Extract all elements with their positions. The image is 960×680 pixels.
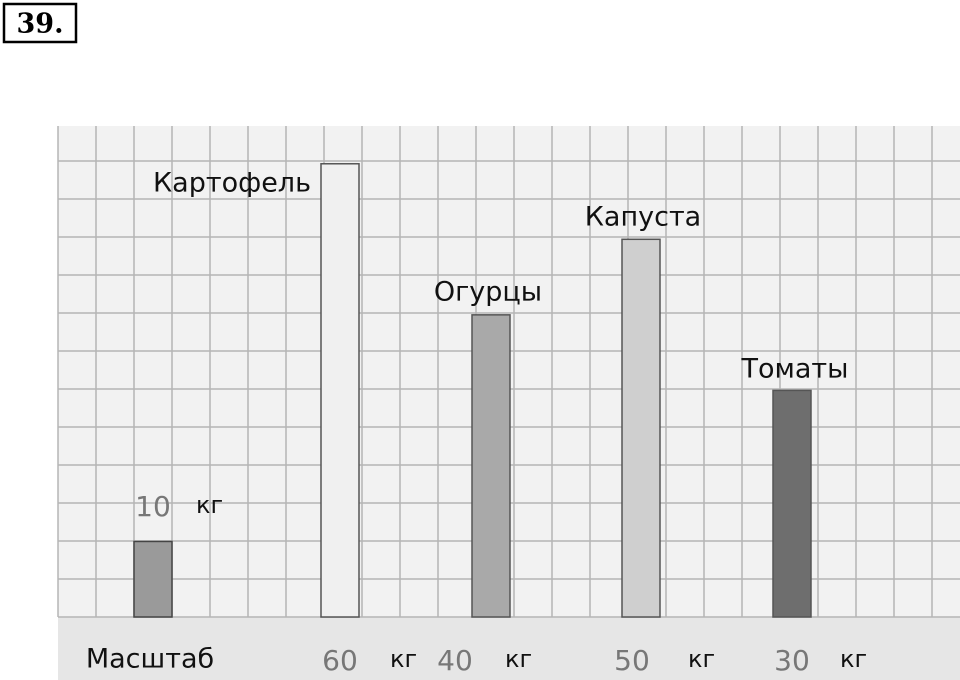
scale-value: 10 — [135, 490, 171, 523]
unit-label: кг — [840, 645, 867, 673]
category-label: Капуста — [585, 202, 701, 233]
category-label: Картофель — [153, 168, 311, 199]
category-label: Томаты — [741, 354, 849, 385]
task-box — [2, 2, 78, 44]
bar — [621, 238, 661, 618]
unit-label: кг — [505, 645, 532, 673]
value-label: 30 — [774, 644, 810, 677]
plot: 10 кг Масштаб Картофель 60 кг Огурцы 40 кг Капуст… — [86, 163, 867, 677]
bar — [471, 314, 511, 618]
unit-label: кг — [688, 645, 715, 673]
bar — [772, 389, 812, 618]
scale-bar — [133, 540, 173, 618]
bottom-band — [58, 617, 960, 680]
unit-label: кг — [390, 645, 417, 673]
category-label: Огурцы — [434, 277, 542, 308]
value-label: 50 — [614, 644, 650, 677]
task-number: 39. — [17, 9, 64, 40]
bar — [320, 163, 360, 618]
value-label: 40 — [437, 644, 473, 677]
scale-label: Масштаб — [86, 644, 214, 675]
scale-unit: кг — [196, 491, 223, 519]
value-label: 60 — [322, 644, 358, 677]
